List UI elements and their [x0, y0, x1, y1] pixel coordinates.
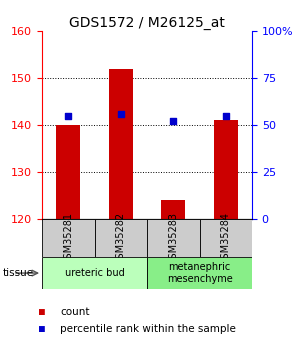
Text: ■: ■: [39, 325, 45, 334]
Bar: [94, 219, 147, 257]
Bar: [42, 257, 147, 289]
Bar: [56, 125, 80, 219]
Bar: [109, 69, 133, 219]
Text: ■: ■: [39, 307, 45, 317]
Text: percentile rank within the sample: percentile rank within the sample: [60, 325, 236, 334]
Text: GSM35282: GSM35282: [116, 211, 126, 265]
Text: ureteric bud: ureteric bud: [64, 268, 124, 278]
Text: GSM35283: GSM35283: [168, 211, 178, 265]
Bar: [161, 200, 185, 219]
Text: tissue: tissue: [3, 268, 34, 278]
Title: GDS1572 / M26125_at: GDS1572 / M26125_at: [69, 16, 225, 30]
Bar: [42, 219, 94, 257]
Bar: [147, 257, 252, 289]
Bar: [214, 120, 238, 219]
Text: metanephric
mesenchyme: metanephric mesenchyme: [167, 262, 232, 284]
Point: [118, 111, 123, 117]
Text: GSM35284: GSM35284: [221, 211, 231, 265]
Bar: [200, 219, 252, 257]
Text: count: count: [60, 307, 89, 317]
Point: [171, 119, 176, 124]
Bar: [147, 219, 200, 257]
Point: [66, 113, 71, 118]
Text: GSM35281: GSM35281: [63, 211, 73, 265]
Point: [224, 113, 228, 118]
